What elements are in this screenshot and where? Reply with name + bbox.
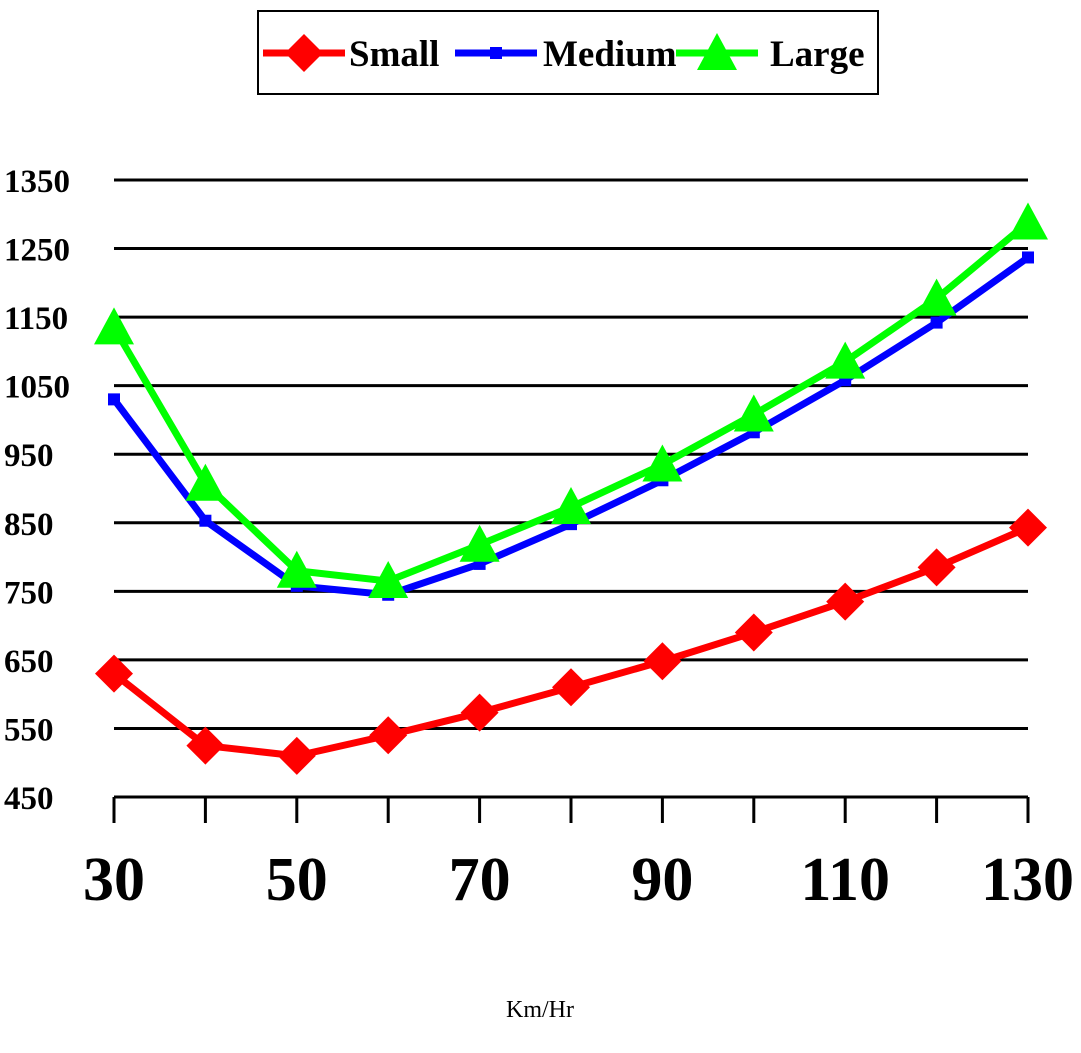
data-point-small	[277, 736, 316, 775]
data-point-medium	[930, 316, 943, 329]
series-medium	[108, 251, 1034, 601]
data-point-small	[552, 668, 590, 707]
data-point-small	[1009, 508, 1047, 547]
x-tick-label: 70	[449, 846, 511, 914]
data-point-small	[186, 726, 225, 765]
legend-marker-small	[285, 34, 323, 72]
x-tick-label: 130	[981, 846, 1074, 914]
y-tick-label: 950	[4, 438, 54, 474]
y-tick-label: 850	[4, 507, 54, 543]
data-point-large	[733, 394, 774, 432]
y-tick-label: 650	[4, 644, 54, 680]
legend-marker-medium	[490, 47, 502, 59]
data-point-small	[826, 582, 865, 621]
x-tick-label: 50	[266, 846, 328, 914]
y-tick-label: 550	[4, 712, 54, 748]
data-point-large	[185, 463, 226, 501]
data-point-small	[460, 693, 499, 732]
y-tick-label: 1150	[4, 301, 68, 337]
gridlines	[114, 178, 1028, 730]
series-line-small	[111, 524, 1030, 760]
data-point-medium	[108, 393, 120, 406]
y-axis-ticks: 1350 1250 1150 1050 950 850 750 650 550 450	[4, 164, 70, 817]
series-small	[95, 508, 1047, 775]
data-point-medium	[199, 514, 212, 527]
legend-label-medium: Medium	[543, 34, 677, 75]
y-tick-label: 1050	[4, 370, 70, 406]
data-point-large	[1008, 202, 1048, 240]
data-point-small	[734, 613, 773, 652]
legend: Small Medium Large	[257, 10, 879, 95]
data-point-medium	[1022, 251, 1034, 264]
data-point-small	[369, 716, 408, 755]
data-point-small	[917, 548, 956, 587]
series-group	[94, 202, 1048, 775]
x-tick-label: 30	[83, 846, 145, 914]
data-point-large	[276, 550, 317, 588]
legend-label-small: Small	[349, 34, 439, 75]
axes	[112, 795, 1030, 823]
data-point-large	[551, 487, 591, 525]
x-axis-label: Km/Hr	[506, 997, 574, 1023]
data-point-large	[94, 307, 134, 345]
y-tick-label: 1350	[4, 164, 70, 200]
series-large	[94, 202, 1048, 599]
x-tick-label: 90	[631, 846, 693, 914]
y-tick-label: 450	[4, 781, 54, 817]
x-axis-ticks: 30 50 70 90 110 130	[83, 846, 1074, 914]
series-line-medium	[111, 254, 1031, 599]
x-tick-label: 110	[800, 846, 890, 914]
data-point-small	[643, 642, 682, 681]
y-tick-label: 1250	[4, 233, 70, 269]
data-point-large	[642, 444, 683, 482]
data-point-large	[825, 341, 866, 379]
legend-box	[257, 10, 879, 95]
data-point-large	[368, 561, 409, 599]
data-point-small	[95, 654, 133, 693]
data-point-large	[459, 524, 500, 562]
legend-label-large: Large	[770, 34, 865, 75]
y-tick-label: 750	[4, 575, 54, 611]
legend-marker-large	[697, 33, 737, 70]
data-point-large	[916, 278, 957, 316]
